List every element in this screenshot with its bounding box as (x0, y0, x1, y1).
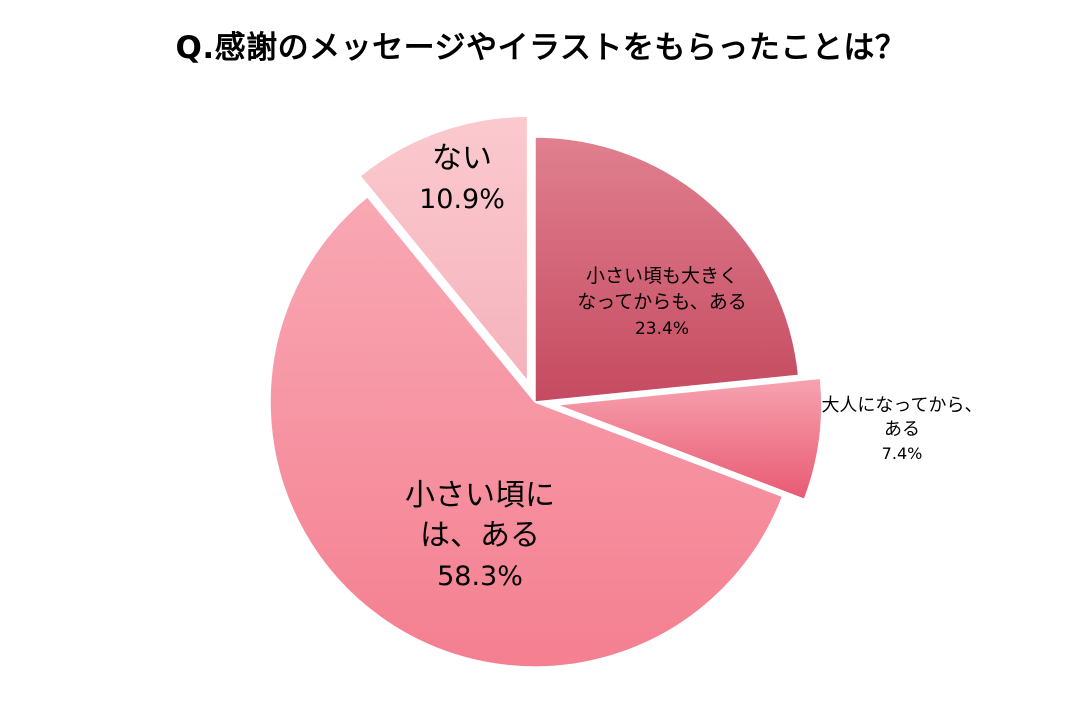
slice-value-never: 10.9% (419, 184, 505, 215)
pie-slice-child-only (269, 195, 784, 668)
pie-slice-never (358, 115, 529, 384)
slice-value-both-ages: 23.4% (635, 319, 689, 339)
slice-label-both-ages: 小さい頃も大きくなってからも、ある (577, 265, 746, 313)
slice-value-adult-only: 7.4% (882, 444, 923, 463)
pie-slice-both-ages (534, 136, 800, 403)
chart-title: Q.感謝のメッセージやイラストをもらったことは？ (175, 30, 907, 66)
pie-slice-adult-only (556, 377, 823, 501)
slice-value-child-only: 58.3% (437, 561, 523, 592)
slice-label-adult-only: 大人になってから、ある (821, 395, 982, 440)
slice-label-child-only: 小さい頃には、ある (405, 478, 555, 553)
slice-label-never: ない (432, 141, 492, 176)
